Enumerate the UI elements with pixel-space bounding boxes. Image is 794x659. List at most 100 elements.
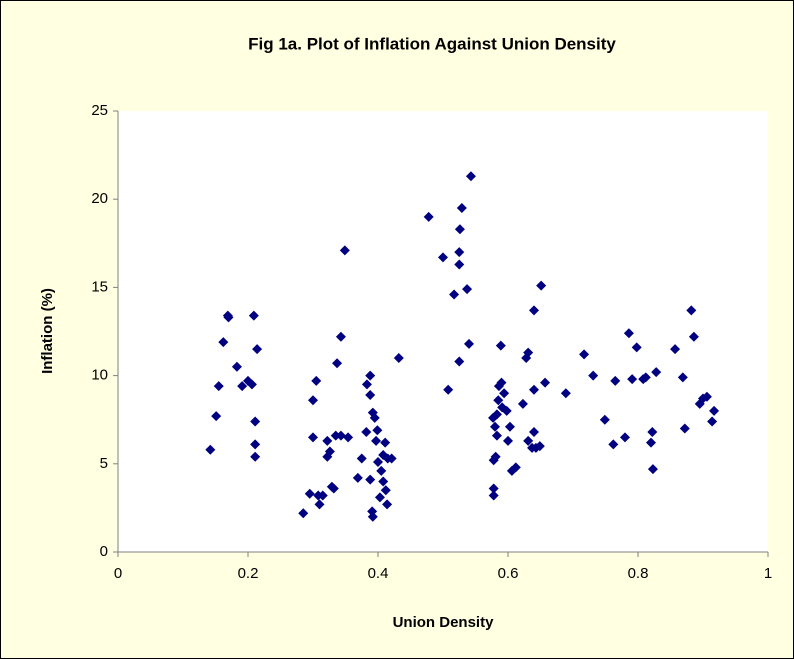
point: [335, 331, 346, 342]
point: [677, 372, 688, 383]
point: [608, 439, 619, 450]
point: [386, 453, 397, 464]
point: [501, 405, 512, 416]
point: [380, 485, 391, 496]
point: [211, 411, 222, 422]
y-axis-label: Inflation (%): [39, 288, 56, 374]
point: [529, 305, 539, 316]
point: [560, 388, 571, 399]
point: [491, 409, 502, 420]
point: [536, 280, 547, 291]
point: [373, 457, 383, 468]
point: [365, 390, 376, 401]
point: [376, 465, 387, 476]
point: [380, 437, 391, 448]
point: [374, 492, 385, 503]
point: [246, 379, 257, 390]
point: [510, 462, 521, 473]
point: [488, 483, 499, 494]
point: [378, 476, 389, 487]
point: [454, 259, 465, 270]
point: [454, 224, 465, 235]
chart-title: Fig 1a. Plot of Inflation Against Union …: [248, 34, 616, 53]
point: [579, 349, 590, 360]
point: [317, 490, 328, 501]
point: [701, 391, 712, 402]
point: [496, 377, 507, 388]
point: [454, 356, 465, 367]
point: [250, 451, 261, 462]
point: [465, 171, 476, 182]
point: [382, 499, 393, 510]
y-tick-label: 0: [100, 543, 108, 560]
plot-area: [118, 111, 768, 552]
point: [529, 427, 539, 438]
point: [462, 284, 473, 295]
point: [499, 388, 510, 399]
point: [627, 374, 638, 385]
point: [647, 427, 658, 438]
point: [647, 464, 658, 475]
point: [304, 488, 315, 499]
x-axis-label: Union Density: [393, 614, 494, 631]
point: [523, 347, 534, 358]
point: [523, 435, 534, 446]
point: [248, 310, 259, 321]
point: [488, 490, 499, 501]
point: [529, 384, 539, 395]
point: [237, 381, 248, 392]
point: [686, 305, 697, 316]
y-tick-label: 25: [91, 102, 108, 119]
point: [213, 381, 224, 392]
y-tick-label: 5: [100, 455, 108, 472]
point: [454, 247, 465, 258]
x-tick-label: 1: [764, 565, 772, 582]
point: [332, 358, 343, 369]
point: [534, 441, 545, 452]
point: [491, 430, 502, 441]
point: [335, 430, 346, 441]
y-tick-label: 20: [91, 190, 108, 207]
point: [361, 379, 372, 390]
x-tick-label: 0.4: [368, 565, 389, 582]
point: [311, 375, 322, 386]
point: [365, 474, 376, 485]
point: [707, 416, 718, 427]
point: [670, 344, 681, 355]
point: [631, 342, 642, 353]
point: [506, 465, 517, 476]
point: [503, 435, 513, 446]
point: [423, 211, 434, 222]
point: [599, 414, 610, 425]
point: [540, 377, 551, 388]
point: [223, 312, 234, 323]
y-tick-label: 10: [91, 367, 108, 384]
point: [651, 367, 662, 378]
point: [339, 245, 350, 256]
point: [324, 446, 335, 457]
point: [443, 384, 454, 395]
point: [367, 511, 378, 522]
point: [372, 425, 383, 436]
point: [322, 435, 333, 446]
point: [640, 372, 651, 383]
point: [330, 430, 341, 441]
point: [490, 421, 500, 432]
point: [646, 437, 656, 448]
point: [688, 331, 699, 342]
point: [298, 508, 309, 519]
point: [356, 453, 367, 464]
point: [250, 439, 261, 450]
point: [250, 416, 261, 427]
point: [231, 361, 242, 372]
point: [393, 352, 404, 363]
point: [588, 370, 599, 381]
y-tick-label: 15: [91, 278, 108, 295]
point: [343, 432, 354, 443]
point: [308, 395, 318, 406]
point: [709, 405, 720, 416]
point: [438, 252, 448, 263]
point: [205, 444, 216, 455]
